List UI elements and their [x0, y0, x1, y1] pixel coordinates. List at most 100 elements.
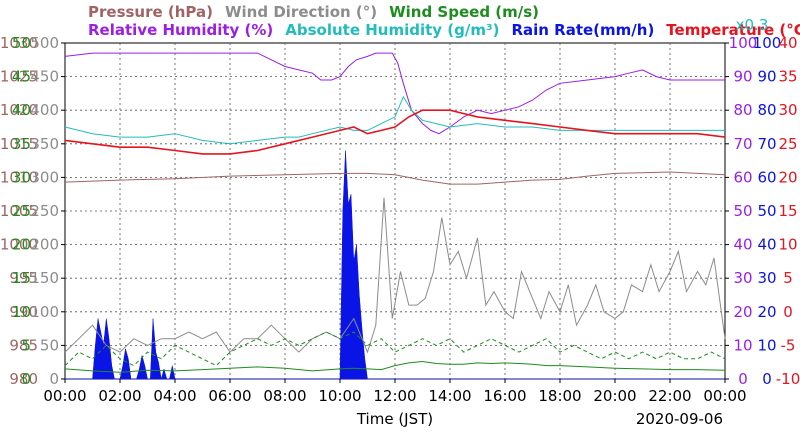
y-tick-temperature: -5: [781, 336, 796, 354]
y-tick-temperature: 20: [778, 168, 797, 186]
date-label: 2020-09-06: [636, 410, 723, 428]
x-tick-label: 08:00: [263, 387, 306, 405]
x-tick-label: 22:00: [648, 387, 691, 405]
y-tick-temperature: -10: [776, 370, 800, 388]
y-tick-humidity: 50: [733, 202, 752, 220]
legend-entry-legend_row2-1: Absolute Humidity (g/m³): [285, 21, 499, 39]
y-tick-temperature: 10: [778, 236, 797, 254]
y-tick-rain_rate: 90: [757, 68, 776, 86]
y-tick-wind_direction: 300: [30, 168, 59, 186]
x-tick-label: 06:00: [208, 387, 251, 405]
y-tick-pressure: 1015: [0, 135, 38, 153]
y-tick-temperature: 40: [778, 34, 797, 52]
series-rain-rate: [65, 150, 725, 380]
y-tick-wind_speed: 45: [12, 68, 31, 86]
y-tick-humidity: 10: [733, 336, 752, 354]
y-tick-humidity: 20: [733, 303, 752, 321]
y-tick-rain_rate: 100: [753, 34, 782, 52]
y-tick-rain_rate: 0: [762, 370, 772, 388]
y-tick-humidity: 90: [733, 68, 752, 86]
y-tick-humidity: 40: [733, 236, 752, 254]
y-tick-wind_speed: 35: [12, 135, 31, 153]
y-tick-wind_direction: 250: [30, 202, 59, 220]
y-tick-pressure: 1000: [0, 236, 38, 254]
x-tick-label: 00:00: [43, 387, 86, 405]
y-tick-humidity: 100: [729, 34, 758, 52]
y-tick-wind_speed: 5: [21, 336, 31, 354]
y-tick-pressure: 1020: [0, 101, 38, 119]
y-tick-humidity: 30: [733, 269, 752, 287]
y-tick-pressure: 990: [9, 303, 38, 321]
x-tick-label: 04:00: [153, 387, 196, 405]
x-tick-label: 16:00: [483, 387, 526, 405]
y-tick-wind_direction: 450: [30, 68, 59, 86]
legend-entry-legend_row2-2: Rain Rate(mm/h): [511, 21, 654, 39]
y-tick-humidity: 60: [733, 168, 752, 186]
x-tick-label: 12:00: [373, 387, 416, 405]
y-tick-wind_speed: 50: [12, 34, 31, 52]
y-tick-wind_direction: 200: [30, 236, 59, 254]
y-tick-wind_direction: 500: [30, 34, 59, 52]
y-tick-temperature: 0: [783, 303, 793, 321]
y-tick-rain_rate: 10: [757, 336, 776, 354]
y-tick-humidity: 80: [733, 101, 752, 119]
rain-rate-series: [65, 150, 725, 380]
y-tick-wind_direction: 350: [30, 135, 59, 153]
y-tick-rain_rate: 30: [757, 269, 776, 287]
legend-entry-legend_row2-0: Relative Humidity (%): [88, 21, 273, 39]
y-tick-rain_rate: 80: [757, 101, 776, 119]
legend-entry-legend_row2-3: Temperature (°C): [666, 21, 800, 39]
y-axis-ticks: 1030102510201015101010051000995990985980…: [0, 34, 800, 388]
y-tick-wind_speed: 0: [21, 370, 31, 388]
legend-entry-legend_row1-0: Pressure (hPa): [88, 3, 213, 21]
x-tick-label: 10:00: [318, 387, 361, 405]
y-tick-rain_rate: 20: [757, 303, 776, 321]
series-temperature: [64, 109, 726, 155]
y-tick-wind_direction: 50: [40, 336, 59, 354]
grid: [65, 43, 725, 379]
x-tick-label: 20:00: [593, 387, 636, 405]
y-tick-pressure: 980: [9, 370, 38, 388]
x-tick-label: 18:00: [538, 387, 581, 405]
series-group: [64, 52, 726, 373]
y-tick-rain_rate: 40: [757, 236, 776, 254]
abs-humidity-scale-note: x0.3: [736, 16, 769, 34]
y-tick-rain_rate: 60: [757, 168, 776, 186]
y-tick-pressure: 1025: [0, 68, 38, 86]
legend: Pressure (hPa) Wind Direction (°) Wind Spe…: [88, 3, 800, 39]
y-tick-temperature: 25: [778, 135, 797, 153]
y-tick-temperature: 30: [778, 101, 797, 119]
y-tick-wind_speed: 25: [12, 202, 31, 220]
y-tick-temperature: 15: [778, 202, 797, 220]
y-tick-wind_speed: 20: [12, 236, 31, 254]
legend-entry-legend_row1-2: Wind Speed (m/s): [389, 3, 539, 21]
y-tick-pressure: 1005: [0, 202, 38, 220]
y-tick-temperature: 35: [778, 68, 797, 86]
y-tick-wind_speed: 30: [12, 168, 31, 186]
x-tick-label: 14:00: [428, 387, 471, 405]
y-tick-rain_rate: 70: [757, 135, 776, 153]
series-pressure: [64, 171, 726, 185]
y-tick-wind_direction: 100: [30, 303, 59, 321]
y-tick-wind_direction: 0: [49, 370, 59, 388]
y-tick-wind_speed: 40: [12, 101, 31, 119]
y-tick-wind_speed: 10: [12, 303, 31, 321]
series-wind-speed-gust: [64, 331, 726, 367]
y-tick-pressure: 985: [9, 336, 38, 354]
y-tick-rain_rate: 50: [757, 202, 776, 220]
y-tick-wind_direction: 150: [30, 269, 59, 287]
y-tick-humidity: 70: [733, 135, 752, 153]
y-tick-temperature: 5: [783, 269, 793, 287]
y-tick-wind_direction: 400: [30, 101, 59, 119]
y-tick-pressure: 1030: [0, 34, 38, 52]
y-tick-pressure: 995: [9, 269, 38, 287]
y-tick-humidity: 0: [738, 370, 748, 388]
series-relative-humidity: [64, 52, 725, 135]
y-tick-wind_speed: 15: [12, 269, 31, 287]
y-tick-pressure: 1010: [0, 168, 38, 186]
series-wind-speed: [64, 360, 726, 373]
x-tick-label: 02:00: [98, 387, 141, 405]
series-wind-direction: [64, 197, 726, 354]
x-axis-ticks: 00:00 02:00 04:00 06:00 08:00 10:00 12:00 14:00…: [43, 379, 747, 405]
